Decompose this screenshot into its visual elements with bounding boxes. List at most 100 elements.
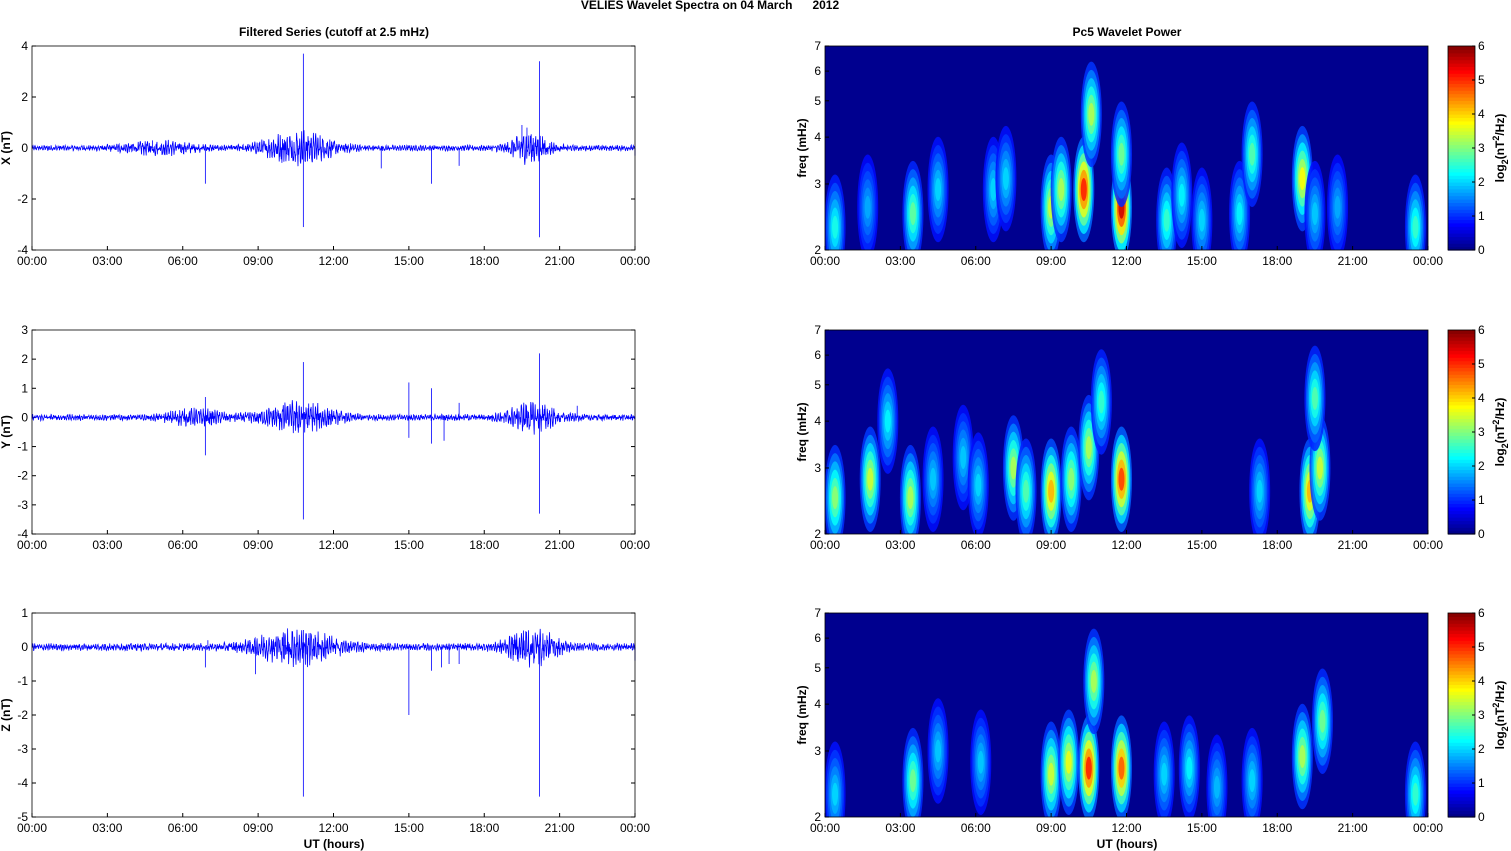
colorbar-segment bbox=[1448, 684, 1475, 689]
colorbar-segment bbox=[1448, 803, 1475, 808]
spectrum-x-tick-label: 21:00 bbox=[1338, 254, 1368, 268]
colorbar-segment bbox=[1448, 738, 1475, 743]
power-contour bbox=[1178, 183, 1185, 207]
series-x-tick-label: 06:00 bbox=[168, 254, 198, 268]
colorbar-segment bbox=[1448, 333, 1475, 338]
y-tick-label: -1 bbox=[17, 674, 28, 688]
colorbar-segment bbox=[1448, 76, 1475, 81]
power-contour bbox=[1249, 769, 1256, 793]
y-tick-label: 2 bbox=[21, 90, 28, 104]
spectrum-x-tick-label: 18:00 bbox=[1262, 821, 1292, 835]
colorbar-segment bbox=[1448, 49, 1475, 54]
colorbar-segment bbox=[1448, 137, 1475, 142]
power-contour bbox=[1412, 782, 1419, 806]
spectrum-x-tick-label: 06:00 bbox=[961, 538, 991, 552]
colorbar-segment bbox=[1448, 779, 1475, 784]
series-x-tick-label: 12:00 bbox=[318, 254, 348, 268]
y-tick-label: -2 bbox=[17, 469, 28, 483]
colorbar-tick-label: 4 bbox=[1478, 391, 1485, 405]
colorbar-segment bbox=[1448, 421, 1475, 426]
colorbar-segment bbox=[1448, 107, 1475, 112]
colorbar-segment bbox=[1448, 708, 1475, 713]
y-axis-label: Y (nT) bbox=[0, 415, 13, 449]
power-contour bbox=[990, 177, 997, 201]
right-column-title: Pc5 Wavelet Power bbox=[1073, 25, 1182, 39]
y-tick-label: 0 bbox=[21, 410, 28, 424]
colorbar-segment bbox=[1448, 479, 1475, 484]
colorbar-segment bbox=[1448, 131, 1475, 135]
colorbar-tick-label: 6 bbox=[1478, 39, 1485, 53]
spectrum-x-tick-label: 00:00 bbox=[810, 538, 840, 552]
y-tick-label: -2 bbox=[17, 708, 28, 722]
colorbar-segment bbox=[1448, 69, 1475, 74]
series-x-tick-label: 06:00 bbox=[168, 821, 198, 835]
power-contour bbox=[1080, 177, 1087, 201]
power-contour bbox=[1319, 709, 1326, 733]
spectrum-blobs bbox=[825, 628, 1426, 817]
power-contour bbox=[907, 486, 914, 510]
colorbar-segment bbox=[1448, 776, 1475, 781]
series-x-tick-label: 21:00 bbox=[545, 254, 575, 268]
colorbar-segment bbox=[1448, 360, 1475, 365]
colorbar-segment bbox=[1448, 343, 1475, 348]
spectrum-x-tick-label: 00:00 bbox=[1413, 254, 1443, 268]
series-x-tick-label: 12:00 bbox=[318, 538, 348, 552]
colorbar-segment bbox=[1448, 205, 1475, 210]
colorbar-segment bbox=[1448, 742, 1475, 747]
spectrum-x-tick-label: 21:00 bbox=[1338, 821, 1368, 835]
colorbar-segment bbox=[1448, 350, 1475, 355]
colorbar-segment bbox=[1448, 670, 1475, 675]
spectrum-x-tick-label: 03:00 bbox=[885, 821, 915, 835]
colorbar-segment bbox=[1448, 114, 1475, 118]
spectrum-x-tick-label: 06:00 bbox=[961, 821, 991, 835]
colorbar-segment bbox=[1448, 445, 1475, 450]
y-tick-label: 4 bbox=[21, 39, 28, 53]
colorbar-segment bbox=[1448, 687, 1475, 692]
colorbar-segment bbox=[1448, 404, 1475, 409]
colorbar-segment bbox=[1448, 110, 1475, 115]
colorbar-segment bbox=[1448, 630, 1475, 634]
colorbar-segment bbox=[1448, 398, 1475, 402]
colorbar-segment bbox=[1448, 752, 1475, 757]
power-contour bbox=[1065, 750, 1072, 774]
colorbar-segment bbox=[1448, 626, 1475, 631]
power-contour bbox=[1186, 756, 1193, 780]
spectrum-x-tick-label: 21:00 bbox=[1338, 538, 1368, 552]
series-line-x bbox=[31, 130, 636, 167]
series-line-y bbox=[31, 400, 636, 435]
colorbar-segment bbox=[1448, 411, 1475, 416]
colorbar-tick-label: 3 bbox=[1478, 425, 1485, 439]
colorbar-segment bbox=[1448, 188, 1475, 193]
spectrum-x-tick-label: 09:00 bbox=[1036, 254, 1066, 268]
power-contour bbox=[864, 195, 871, 219]
colorbar-segment bbox=[1448, 202, 1475, 207]
colorbar-segment bbox=[1448, 769, 1475, 774]
colorbar-segment bbox=[1448, 415, 1475, 419]
colorbar-segment bbox=[1448, 63, 1475, 67]
colorbar-segment bbox=[1448, 353, 1475, 358]
power-contour bbox=[1048, 479, 1055, 503]
colorbar-segment bbox=[1448, 503, 1475, 508]
colorbar-segment bbox=[1448, 212, 1475, 217]
power-contour bbox=[1249, 142, 1256, 166]
colorbar-segment bbox=[1448, 793, 1475, 798]
power-contour bbox=[1316, 456, 1323, 480]
colorbar-segment bbox=[1448, 715, 1475, 719]
colorbar-segment bbox=[1448, 377, 1475, 382]
power-contour bbox=[960, 445, 967, 469]
series-panel-x: -4 -2 0 2 4 00:00 03:00 06:00 09:00 12:00 15:00 18:… bbox=[0, 39, 650, 268]
series-x-tick-label: 00:00 bbox=[620, 538, 650, 552]
series-x-tick-label: 18:00 bbox=[469, 821, 499, 835]
series-x-tick-label: 00:00 bbox=[17, 254, 47, 268]
spectrum-x-tick-label: 12:00 bbox=[1111, 538, 1141, 552]
spectrum-x-tick-label: 00:00 bbox=[810, 254, 840, 268]
power-contour bbox=[909, 769, 916, 793]
colorbar-segment bbox=[1448, 640, 1475, 645]
colorbar-segment bbox=[1448, 216, 1475, 220]
colorbar-segment bbox=[1448, 789, 1475, 794]
colorbar-segment bbox=[1448, 701, 1475, 706]
colorbar-segment bbox=[1448, 616, 1475, 621]
colorbar-tick-label: 3 bbox=[1478, 141, 1485, 155]
power-contour bbox=[1085, 436, 1092, 460]
